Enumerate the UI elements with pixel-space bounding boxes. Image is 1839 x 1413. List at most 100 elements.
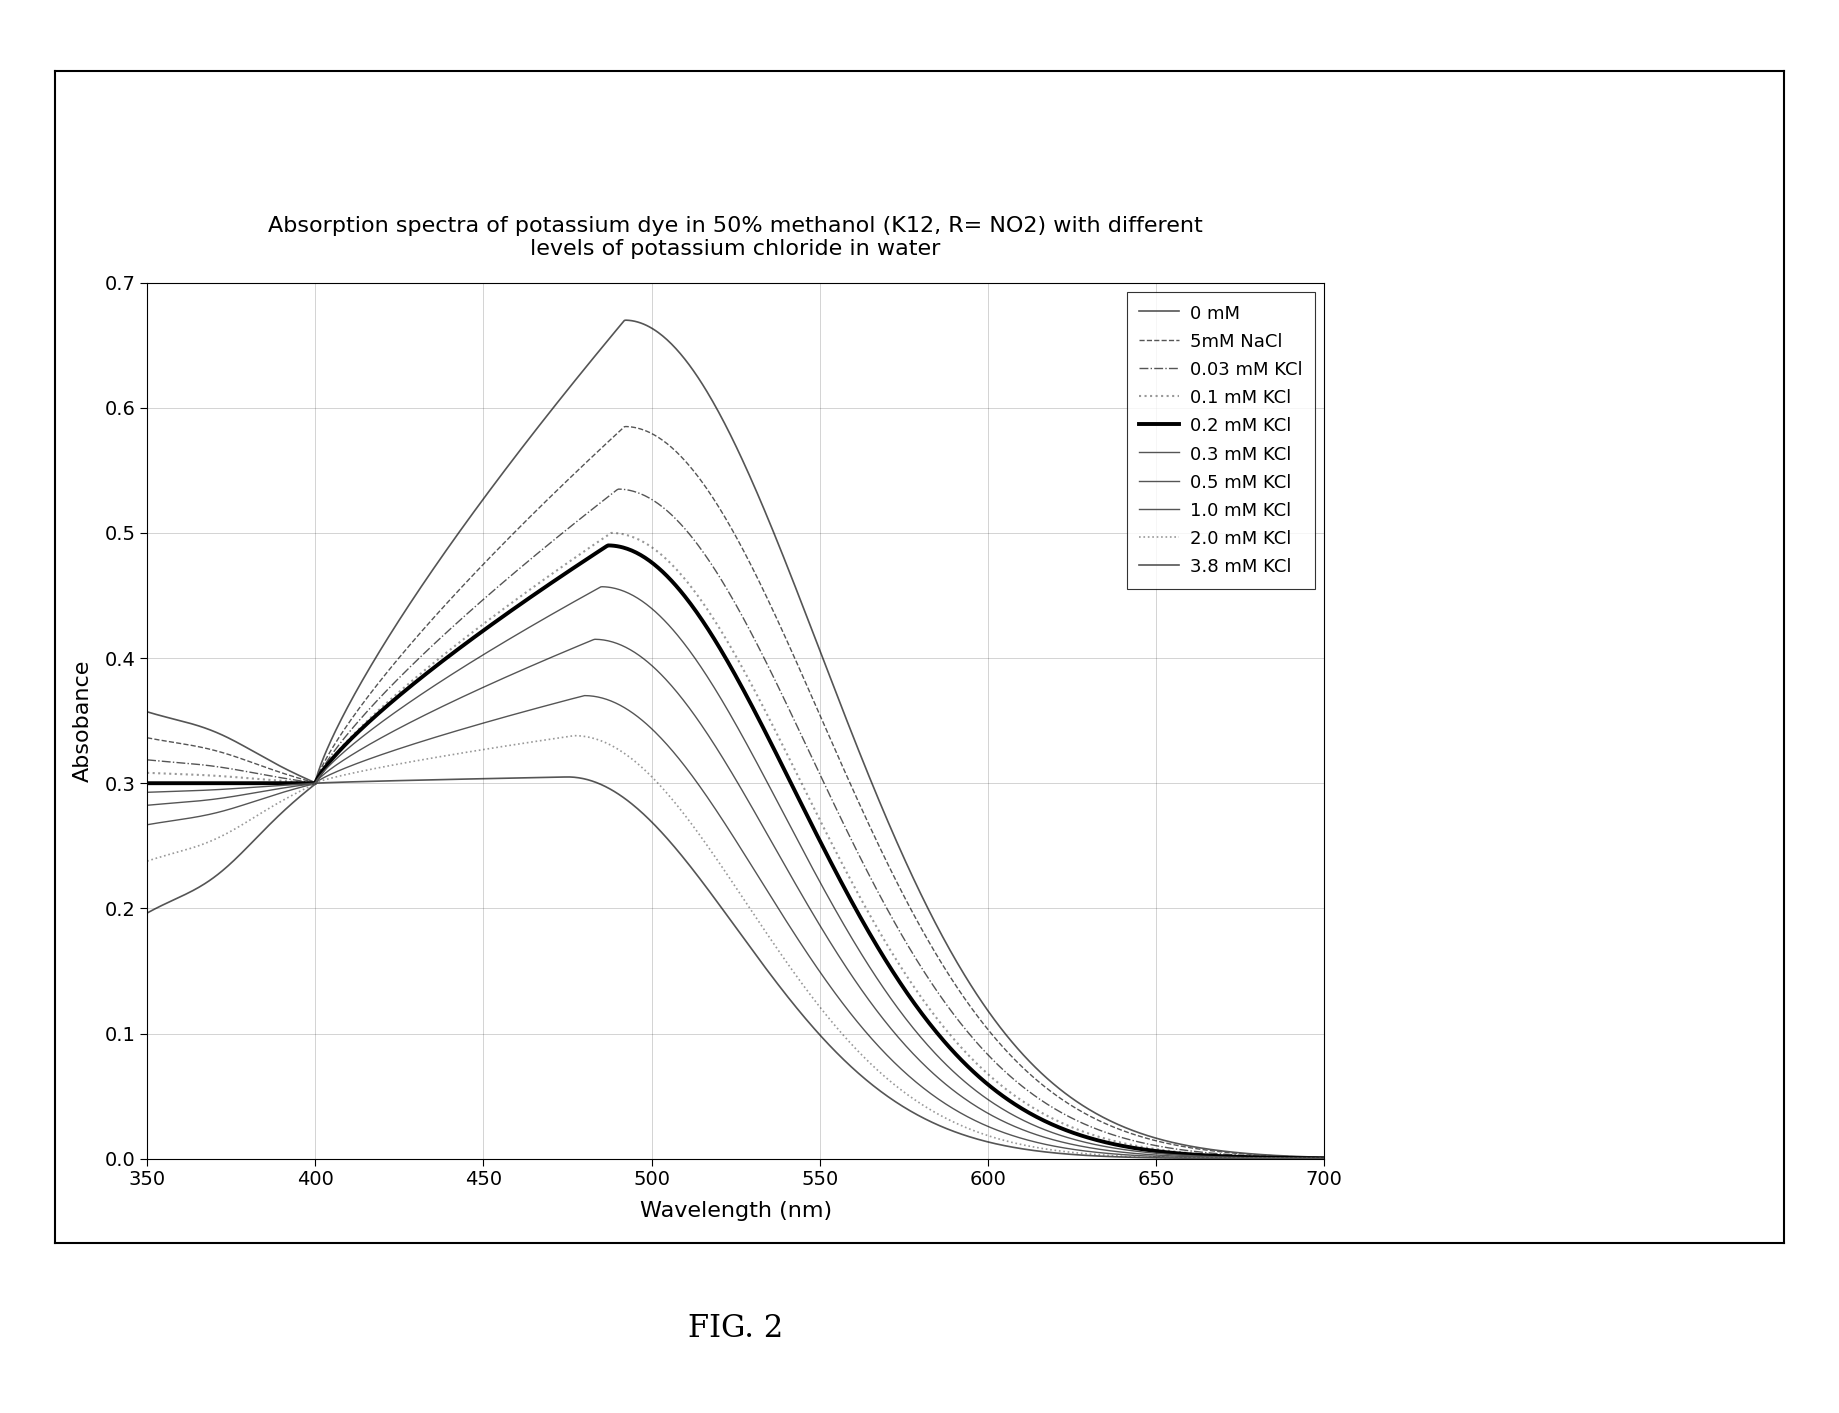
- 0.2 mM KCl: [888, 972, 910, 989]
- 0.1 mM KCl: [601, 524, 623, 541]
- 1.0 mM KCl: [574, 687, 596, 704]
- 3.8 mM KCl: [136, 904, 158, 921]
- 5mM NaCl: [1030, 1075, 1052, 1092]
- 0.2 mM KCl: [208, 774, 230, 791]
- 3.8 mM KCl: [851, 1068, 874, 1085]
- 5mM NaCl: [208, 743, 230, 760]
- 0 mM: [888, 836, 910, 853]
- 3.8 mM KCl: [1151, 1149, 1173, 1166]
- 0.1 mM KCl: [851, 894, 874, 911]
- 0.2 mM KCl: [820, 856, 842, 873]
- 0.5 mM KCl: [208, 790, 230, 807]
- Line: 5mM NaCl: 5mM NaCl: [147, 427, 1324, 1157]
- 1.0 mM KCl: [208, 804, 230, 821]
- 0.03 mM KCl: [820, 791, 842, 808]
- Text: FIG. 2: FIG. 2: [688, 1313, 783, 1344]
- 2.0 mM KCl: [136, 852, 158, 869]
- 0.1 mM KCl: [1151, 1142, 1173, 1159]
- 0.5 mM KCl: [851, 983, 874, 1000]
- Line: 0.03 mM KCl: 0.03 mM KCl: [147, 489, 1324, 1157]
- 5mM NaCl: [1313, 1149, 1335, 1166]
- Legend: 0 mM, 5mM NaCl, 0.03 mM KCl, 0.1 mM KCl, 0.2 mM KCl, 0.3 mM KCl, 0.5 mM KCl, 1.0: 0 mM, 5mM NaCl, 0.03 mM KCl, 0.1 mM KCl,…: [1127, 291, 1315, 589]
- 0 mM: [136, 704, 158, 721]
- 0.03 mM KCl: [208, 759, 230, 776]
- 3.8 mM KCl: [557, 769, 579, 786]
- 1.0 mM KCl: [1151, 1149, 1173, 1166]
- 1.0 mM KCl: [851, 1020, 874, 1037]
- 0.03 mM KCl: [1313, 1149, 1335, 1166]
- 0.2 mM KCl: [136, 774, 158, 791]
- 2.0 mM KCl: [563, 728, 585, 745]
- 0.03 mM KCl: [888, 921, 910, 938]
- 0.3 mM KCl: [592, 578, 614, 595]
- 3.8 mM KCl: [208, 865, 230, 882]
- 0.2 mM KCl: [598, 537, 620, 554]
- Line: 0.2 mM KCl: 0.2 mM KCl: [147, 545, 1324, 1159]
- 0 mM: [1030, 1064, 1052, 1081]
- Line: 0.3 mM KCl: 0.3 mM KCl: [147, 586, 1324, 1159]
- 2.0 mM KCl: [1151, 1149, 1173, 1166]
- 1.0 mM KCl: [888, 1058, 910, 1075]
- 0.1 mM KCl: [820, 835, 842, 852]
- 2.0 mM KCl: [851, 1048, 874, 1065]
- 2.0 mM KCl: [1313, 1150, 1335, 1167]
- Line: 0.5 mM KCl: 0.5 mM KCl: [147, 639, 1324, 1159]
- Y-axis label: Absobance: Absobance: [74, 660, 94, 781]
- 0.2 mM KCl: [1313, 1150, 1335, 1167]
- 0.1 mM KCl: [1313, 1150, 1335, 1167]
- 1.0 mM KCl: [1030, 1135, 1052, 1152]
- 5mM NaCl: [851, 804, 874, 821]
- 0.5 mM KCl: [1313, 1150, 1335, 1167]
- 5mM NaCl: [136, 729, 158, 746]
- 5mM NaCl: [614, 418, 636, 435]
- 5mM NaCl: [1151, 1133, 1173, 1150]
- 0.3 mM KCl: [136, 784, 158, 801]
- 0.5 mM KCl: [1151, 1147, 1173, 1164]
- 3.8 mM KCl: [1313, 1150, 1335, 1167]
- 0 mM: [820, 674, 842, 691]
- 0.3 mM KCl: [1313, 1150, 1335, 1167]
- 0.5 mM KCl: [585, 630, 607, 647]
- 0.5 mM KCl: [136, 797, 158, 814]
- 0.2 mM KCl: [1151, 1143, 1173, 1160]
- 0.3 mM KCl: [208, 781, 230, 798]
- 0.03 mM KCl: [851, 855, 874, 872]
- 0.1 mM KCl: [136, 764, 158, 781]
- 2.0 mM KCl: [208, 829, 230, 846]
- 5mM NaCl: [820, 735, 842, 752]
- 0.2 mM KCl: [851, 913, 874, 930]
- 0.5 mM KCl: [820, 937, 842, 954]
- 0.1 mM KCl: [208, 767, 230, 784]
- 0.3 mM KCl: [1151, 1146, 1173, 1163]
- 0.1 mM KCl: [888, 955, 910, 972]
- 3.8 mM KCl: [1030, 1143, 1052, 1160]
- Title: Absorption spectra of potassium dye in 50% methanol (K12, R= NO2) with different: Absorption spectra of potassium dye in 5…: [268, 216, 1203, 259]
- 3.8 mM KCl: [888, 1095, 910, 1112]
- 2.0 mM KCl: [888, 1080, 910, 1096]
- 2.0 mM KCl: [1030, 1140, 1052, 1157]
- 2.0 mM KCl: [820, 1013, 842, 1030]
- 0.1 mM KCl: [1030, 1104, 1052, 1121]
- Line: 0 mM: 0 mM: [147, 321, 1324, 1157]
- 0.03 mM KCl: [1151, 1139, 1173, 1156]
- 0.03 mM KCl: [607, 480, 629, 497]
- X-axis label: Wavelength (nm): Wavelength (nm): [640, 1201, 831, 1221]
- Line: 3.8 mM KCl: 3.8 mM KCl: [147, 777, 1324, 1159]
- Line: 0.1 mM KCl: 0.1 mM KCl: [147, 533, 1324, 1159]
- 0.3 mM KCl: [820, 896, 842, 913]
- 0.03 mM KCl: [1030, 1092, 1052, 1109]
- 1.0 mM KCl: [1313, 1150, 1335, 1167]
- 0 mM: [1151, 1132, 1173, 1149]
- 0 mM: [208, 725, 230, 742]
- 0.5 mM KCl: [1030, 1128, 1052, 1145]
- 3.8 mM KCl: [820, 1040, 842, 1057]
- 0.3 mM KCl: [888, 1000, 910, 1017]
- 0.3 mM KCl: [1030, 1121, 1052, 1137]
- 1.0 mM KCl: [820, 981, 842, 998]
- Line: 2.0 mM KCl: 2.0 mM KCl: [147, 736, 1324, 1159]
- 0.5 mM KCl: [888, 1029, 910, 1046]
- 0.03 mM KCl: [136, 752, 158, 769]
- 0.3 mM KCl: [851, 948, 874, 965]
- 5mM NaCl: [888, 876, 910, 893]
- 0 mM: [1313, 1149, 1335, 1166]
